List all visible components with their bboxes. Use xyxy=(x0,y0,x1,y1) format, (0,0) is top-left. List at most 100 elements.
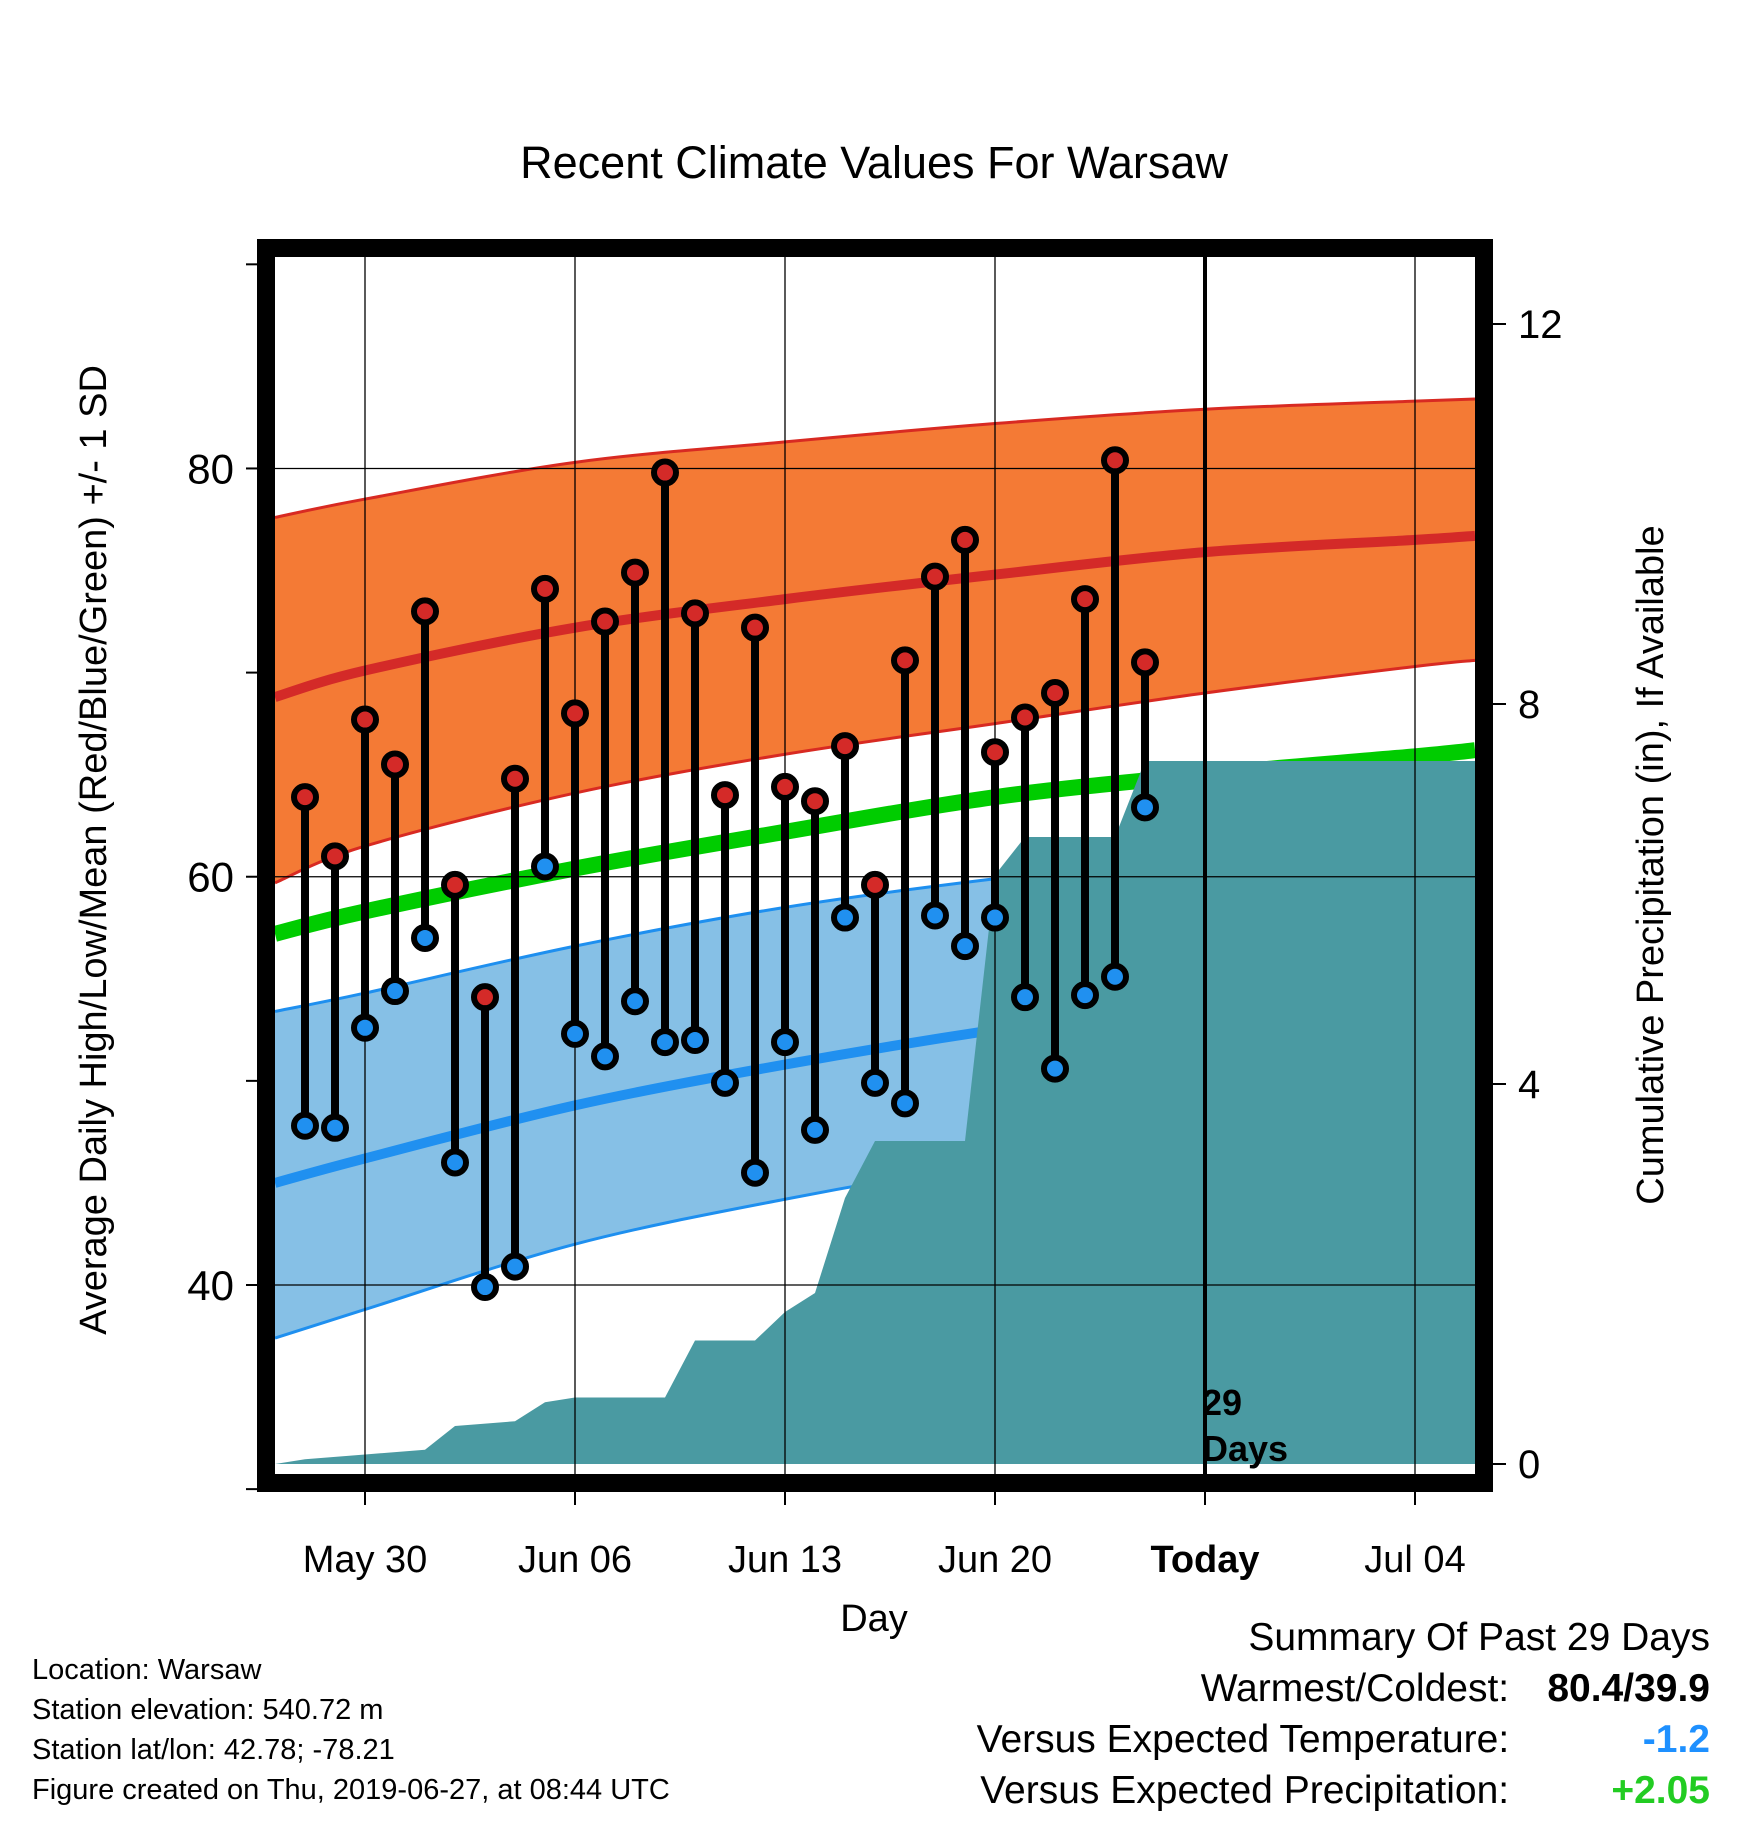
observed-high-point xyxy=(771,772,799,801)
observed-high-point xyxy=(471,983,499,1012)
y-left-tick-label: 40 xyxy=(187,1262,234,1309)
observed-high-point xyxy=(1131,648,1159,677)
y-left-tick-label: 80 xyxy=(187,445,234,492)
x-axis-label: Day xyxy=(840,1598,908,1640)
elevation-text: Station elevation: 540.72 m xyxy=(32,1694,384,1726)
observed-low-point xyxy=(651,1028,679,1057)
warm-cold-label: Warmest/Coldest: xyxy=(1200,1667,1510,1710)
observed-low-point xyxy=(621,987,649,1016)
observed-high-point xyxy=(561,699,589,728)
observed-low-point xyxy=(351,1013,379,1042)
observed-high-point xyxy=(591,607,619,636)
observed-stems xyxy=(301,460,1149,1288)
observed-high-point xyxy=(861,870,889,899)
observed-high-point xyxy=(891,646,919,675)
latlon-text: Station lat/lon: 42.78; -78.21 xyxy=(32,1734,395,1766)
observed-low-point xyxy=(1131,793,1159,822)
observed-low-point xyxy=(1011,983,1039,1012)
precip-value: +2.05 xyxy=(1611,1769,1710,1812)
observed-low-point xyxy=(951,932,979,961)
observed-low-point xyxy=(1071,981,1099,1010)
observed-low-point xyxy=(471,1273,499,1302)
created-text: Figure created on Thu, 2019-06-27, at 08… xyxy=(32,1774,670,1806)
summary-temp: Versus Expected Temperature: -1.2 xyxy=(977,1714,1710,1765)
observed-high-point xyxy=(801,787,829,816)
x-tick-label: Jun 20 xyxy=(938,1539,1052,1581)
today-count-label: 29 xyxy=(1202,1382,1242,1423)
x-tick-label: Jun 06 xyxy=(518,1539,632,1581)
observed-low-point xyxy=(681,1026,709,1055)
observed-high-point xyxy=(441,870,469,899)
y-right-tick-label: 0 xyxy=(1518,1443,1540,1487)
station-info: Location: Warsaw Station elevation: 540.… xyxy=(32,1650,670,1810)
x-tick-label: Today xyxy=(1150,1539,1259,1581)
precip-label: Versus Expected Precipitation: xyxy=(980,1769,1510,1812)
observed-high-point xyxy=(381,750,409,779)
observed-low-point xyxy=(591,1042,619,1071)
observed-low-point xyxy=(801,1115,829,1144)
observed-high-point xyxy=(681,599,709,628)
y-axis-label-left: Average Daily High/Low/Mean (Red/Blue/Gr… xyxy=(73,365,115,1335)
x-tick-label: Jul 04 xyxy=(1364,1539,1465,1581)
observed-high-point xyxy=(321,842,349,871)
chart-title: Recent Climate Values For Warsaw xyxy=(520,137,1228,188)
y-right-tick-label: 12 xyxy=(1518,303,1563,347)
summary-heading: Summary Of Past 29 Days xyxy=(1248,1616,1710,1659)
observed-low-point xyxy=(531,852,559,881)
observed-high-point xyxy=(531,574,559,603)
observed-low-point xyxy=(1041,1054,1069,1083)
observed-high-point xyxy=(1011,703,1039,732)
observed-low-point xyxy=(321,1113,349,1142)
observed-high-point xyxy=(411,597,439,626)
observed-low-point xyxy=(921,901,949,930)
x-tick-label: Jun 13 xyxy=(728,1539,842,1581)
observed-high-point xyxy=(1041,679,1069,708)
temp-label: Versus Expected Temperature: xyxy=(976,1718,1510,1761)
observed-high-point xyxy=(501,764,529,793)
observed-low-point xyxy=(291,1111,319,1140)
y-axis-label-right: Cumulative Precipitation (in), If Availa… xyxy=(1630,525,1672,1204)
summary-panel: Summary Of Past 29 Days Warmest/Coldest:… xyxy=(977,1612,1710,1816)
observed-high-point xyxy=(711,781,739,810)
observed-low-point xyxy=(441,1148,469,1177)
temp-value: -1.2 xyxy=(1642,1718,1710,1761)
axis-ticks: 40 60 80 0 4 8 12 May 30 Jun 06 Jun 13 Jun 20 Today… xyxy=(187,263,1563,1581)
summary-warm-cold: Warmest/Coldest: 80.4/39.9 xyxy=(977,1663,1710,1714)
cumulative-precip-area xyxy=(275,761,1475,1464)
summary-precip: Versus Expected Precipitation: +2.05 xyxy=(977,1765,1710,1816)
observed-low-point xyxy=(501,1252,529,1281)
plot-frame xyxy=(257,239,1493,1492)
observed-low-point xyxy=(861,1068,889,1097)
observed-high-point xyxy=(981,738,1009,767)
observed-low-point xyxy=(1101,962,1129,991)
observed-high-point xyxy=(1071,585,1099,614)
high-upper-edge xyxy=(274,397,1476,519)
observed-low-point xyxy=(981,903,1009,932)
observed-low-point xyxy=(411,923,439,952)
observed-low-point xyxy=(381,977,409,1006)
plot-border xyxy=(257,239,1493,1492)
observed-high-point xyxy=(351,705,379,734)
y-left-tick-label: 60 xyxy=(187,854,234,901)
observed-low-point xyxy=(891,1089,919,1118)
warm-cold-value: 80.4/39.9 xyxy=(1547,1667,1710,1710)
x-tick-label: May 30 xyxy=(303,1539,428,1581)
observed-low-point xyxy=(771,1028,799,1057)
observed-low-point xyxy=(711,1068,739,1097)
observed-high-point xyxy=(651,458,679,487)
location-text: Location: Warsaw xyxy=(32,1654,262,1686)
y-right-tick-label: 8 xyxy=(1518,683,1540,727)
observed-low-point xyxy=(741,1158,769,1187)
precipitation-area xyxy=(275,761,1475,1464)
today-days-label: Days xyxy=(1202,1428,1288,1469)
observed-low-point xyxy=(561,1019,589,1048)
observed-high-point xyxy=(951,525,979,554)
observed-low-point xyxy=(831,903,859,932)
observed-high-point xyxy=(621,558,649,587)
observed-high-point xyxy=(291,783,319,812)
observed-high-point xyxy=(921,562,949,591)
observed-high-point xyxy=(1101,446,1129,475)
observed-high-point xyxy=(831,732,859,761)
observed-dots xyxy=(291,446,1159,1302)
